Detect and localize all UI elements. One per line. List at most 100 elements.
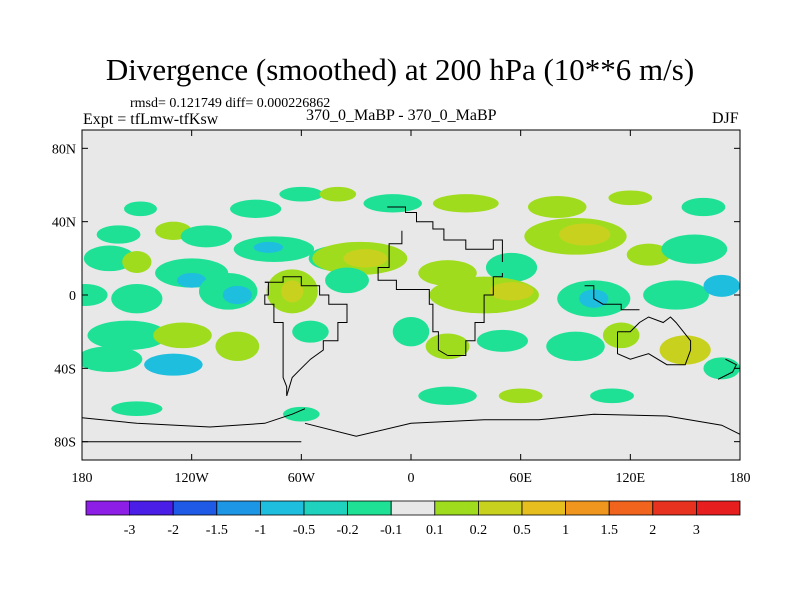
colorbar-swatch [259, 500, 305, 516]
colorbar-label: 0.1 [426, 523, 444, 538]
y-tick-label: 80S [54, 436, 76, 451]
field-contour-22 [485, 252, 538, 283]
field-contour-3 [180, 225, 232, 248]
field-contour-20 [343, 249, 388, 268]
field-contour-38 [643, 280, 709, 310]
coastline-0 [387, 206, 503, 262]
experiment-label: Expt = tfLmw-tfKsw [83, 111, 219, 128]
x-tick-label: 60E [509, 471, 532, 486]
field-contour-26 [661, 234, 728, 264]
field-contour-45 [292, 320, 329, 343]
y-tick-label: 40S [54, 362, 76, 377]
colorbar-swatch [696, 500, 741, 516]
colorbar-label: -0.2 [337, 523, 359, 538]
y-tick-label: 80N [52, 142, 76, 157]
colorbar-swatch [521, 500, 566, 516]
colorbar-label: 0.2 [470, 523, 488, 538]
field-contour-17 [253, 241, 284, 253]
field-contour-27 [82, 284, 108, 306]
colorbar-label: -0.5 [293, 523, 315, 538]
field-contour-47 [425, 333, 470, 360]
field-contour-9 [527, 196, 587, 218]
field-contour-28 [111, 284, 163, 314]
field-contour-15 [177, 273, 207, 288]
colorbar-label: -2 [167, 523, 179, 538]
coastline-9 [304, 413, 740, 437]
field-contour-10 [608, 190, 653, 206]
field-contour-8 [432, 194, 499, 213]
colorbar-label: 1 [562, 523, 569, 538]
coastlines [82, 206, 740, 443]
chart-title: Divergence (smoothed) at 200 hPa (10**6 … [105, 52, 695, 87]
coastline-4 [264, 276, 348, 396]
colorbar-label: 2 [649, 523, 656, 538]
colorbar-swatch [303, 500, 348, 516]
field-contour-44 [215, 331, 260, 362]
x-tick-label: 180 [730, 471, 751, 486]
field-contour-51 [659, 335, 711, 365]
field-contour-55 [590, 388, 634, 404]
colorbar-swatch [172, 500, 218, 516]
season-label: DJF [712, 110, 739, 127]
colorbar: -3 -2 -1.5 -1 -0.5 -0.2 -0.1 0.1 0.2 0.5 1 1.5 2 3 [85, 500, 741, 538]
field-contour-50 [602, 322, 640, 349]
field-contour-32 [281, 280, 304, 303]
x-axis: 180 120W 60W 0 60E 120E 180 [72, 130, 751, 486]
field-contour-0 [124, 201, 157, 217]
x-tick-label: 0 [408, 471, 415, 486]
coastline-1 [377, 230, 448, 356]
coastline-5 [584, 285, 640, 311]
case-label: 370_0_MaBP - 370_0_MaBP [306, 107, 497, 124]
field-contour-5 [279, 186, 324, 202]
field-contour-39 [703, 274, 740, 297]
colorbar-swatch [347, 500, 392, 516]
field-contour-4 [230, 199, 282, 218]
field-contour-13 [122, 251, 152, 273]
field-contours [82, 186, 740, 422]
field-contour-43 [144, 353, 203, 376]
field-contour-56 [111, 401, 163, 416]
field-contour-49 [546, 331, 605, 362]
field-contour-53 [418, 386, 477, 406]
coastline-8 [82, 408, 306, 428]
colorbar-swatch [129, 500, 174, 516]
field-contour-33 [325, 267, 369, 294]
colorbar-swatch [565, 500, 610, 516]
field-contour-35 [489, 282, 534, 301]
field-contour-41 [153, 322, 212, 349]
colorbar-swatch [434, 500, 479, 516]
field-contour-57 [283, 406, 320, 422]
coastline-6 [617, 316, 692, 366]
colorbar-label: -0.1 [380, 523, 402, 538]
x-tick-label: 120E [616, 471, 646, 486]
colorbar-swatch [216, 500, 261, 516]
field-contour-24 [559, 223, 611, 246]
colorbar-label: -1 [255, 523, 267, 538]
colorbar-swatch [477, 500, 523, 516]
field-contour-6 [319, 186, 357, 202]
colorbar-label: -1.5 [206, 523, 228, 538]
colorbar-label: 3 [693, 523, 700, 538]
colorbar-label: -3 [124, 523, 136, 538]
y-axis: 80N 40N 0 40S 80S [52, 142, 740, 451]
x-tick-label: 120W [175, 471, 210, 486]
coastline-2 [447, 273, 503, 356]
x-tick-label: 60W [288, 471, 316, 486]
field-contour-7 [363, 194, 422, 213]
field-contour-1 [96, 225, 141, 244]
y-tick-label: 0 [69, 289, 76, 304]
field-contour-25 [626, 243, 671, 266]
map-background [82, 130, 740, 460]
field-contour-40 [87, 320, 168, 351]
colorbar-label: 0.5 [513, 523, 531, 538]
colorbar-swatch [608, 500, 654, 516]
colorbar-label: 1.5 [600, 523, 618, 538]
field-contour-52 [703, 357, 740, 380]
stats-line: rmsd= 0.121749 diff= 0.000226862 [130, 96, 331, 111]
colorbar-swatch [652, 500, 697, 516]
y-tick-label: 40N [52, 216, 76, 231]
field-contour-30 [222, 285, 252, 305]
field-contour-46 [392, 317, 430, 347]
field-contour-11 [681, 197, 726, 217]
